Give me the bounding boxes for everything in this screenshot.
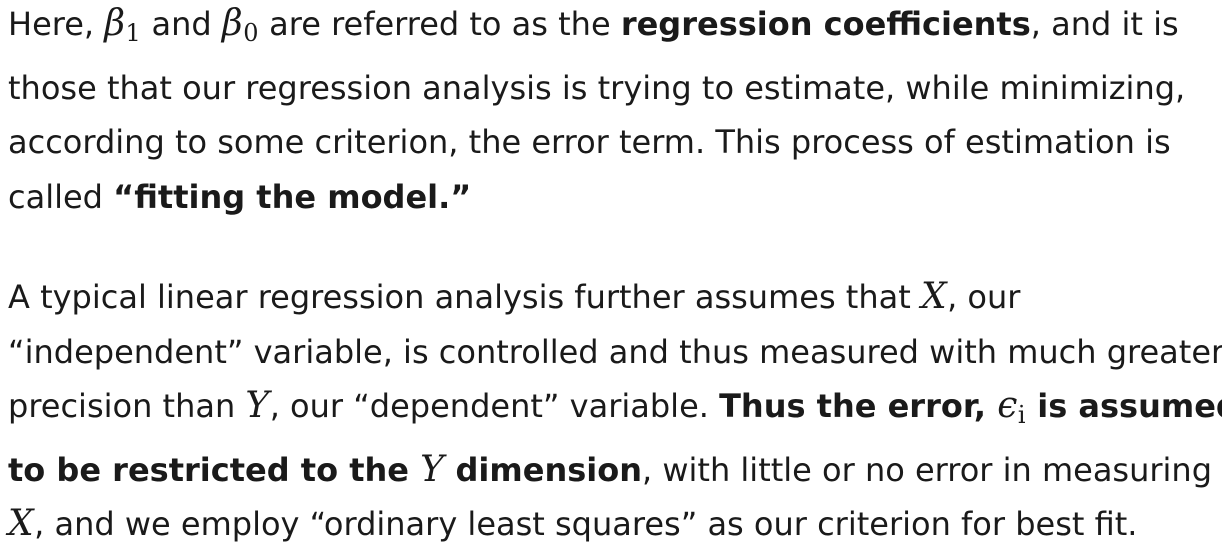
- text-run: Here,: [8, 5, 105, 43]
- math-subscript: 0: [243, 19, 259, 47]
- text-run: , our: [947, 278, 1021, 316]
- text-run: , and it is: [1030, 5, 1179, 43]
- paragraph-regression-coefficients: Here, β1 and β0 are referred to as the r…: [8, 0, 1218, 224]
- paragraph-1-line-3: according to some criterion, the error t…: [8, 123, 1171, 161]
- paragraph-2-line-1: A typical linear regression analysis fur…: [8, 270, 1222, 325]
- x-variable-symbol: X: [920, 276, 948, 317]
- text-run: are referred to as the: [258, 5, 621, 43]
- paragraph-2-line-2: “independent” variable, is controlled an…: [8, 332, 1222, 371]
- text-run: , our “dependent” variable.: [269, 387, 720, 425]
- paragraph-1-line-4: called “fitting the model.”: [8, 170, 1218, 225]
- y-variable-symbol: Y: [245, 385, 270, 426]
- text-run: , and we employ “ordinary least squares”…: [34, 505, 1138, 543]
- bold-term-regression-coefficients: regression coefficients: [620, 5, 1031, 43]
- paragraph-least-squares-assumption: A typical linear regression analysis fur…: [8, 270, 1222, 552]
- paragraph-2-line-5: X, and we employ “ordinary least squares…: [8, 497, 1222, 552]
- epsilon-i-symbol: ϵi: [997, 385, 1027, 429]
- bold-term-fitting-the-model: “fitting the model.”: [113, 177, 472, 216]
- text-run: called: [8, 177, 114, 216]
- math-base: β: [104, 3, 126, 44]
- math-base: β: [221, 3, 244, 44]
- bold-text-run: to be restricted to the: [8, 450, 421, 489]
- text-run: , with little or no error in measuring: [642, 450, 1213, 489]
- text-run: and: [141, 5, 222, 43]
- bold-text-run: dimension: [444, 450, 642, 489]
- bold-text-run: is assumed: [1026, 387, 1222, 425]
- math-subscript: i: [1017, 401, 1027, 429]
- paragraph-2-line-3: precision than Y, our “dependent” variab…: [8, 379, 1222, 443]
- y-variable-symbol: Y: [420, 448, 445, 490]
- bold-text-run: Thus the error,: [719, 387, 998, 425]
- document-page: Here, β1 and β0 are referred to as the r…: [8, 0, 1222, 544]
- beta-1-symbol: β1: [104, 3, 142, 47]
- beta-0-symbol: β0: [221, 3, 259, 47]
- text-run: precision than: [8, 387, 246, 425]
- math-base: ϵ: [997, 385, 1018, 426]
- paragraph-1-line-1: Here, β1 and β0 are referred to as the r…: [8, 0, 1218, 61]
- paragraph-1-line-2: those that our regression analysis is tr…: [8, 68, 1186, 107]
- x-variable-symbol: X: [8, 503, 35, 544]
- text-run: A typical linear regression analysis fur…: [8, 278, 921, 316]
- math-subscript: 1: [125, 19, 142, 47]
- paragraph-2-line-4: to be restricted to the Y dimension, wit…: [8, 443, 1222, 498]
